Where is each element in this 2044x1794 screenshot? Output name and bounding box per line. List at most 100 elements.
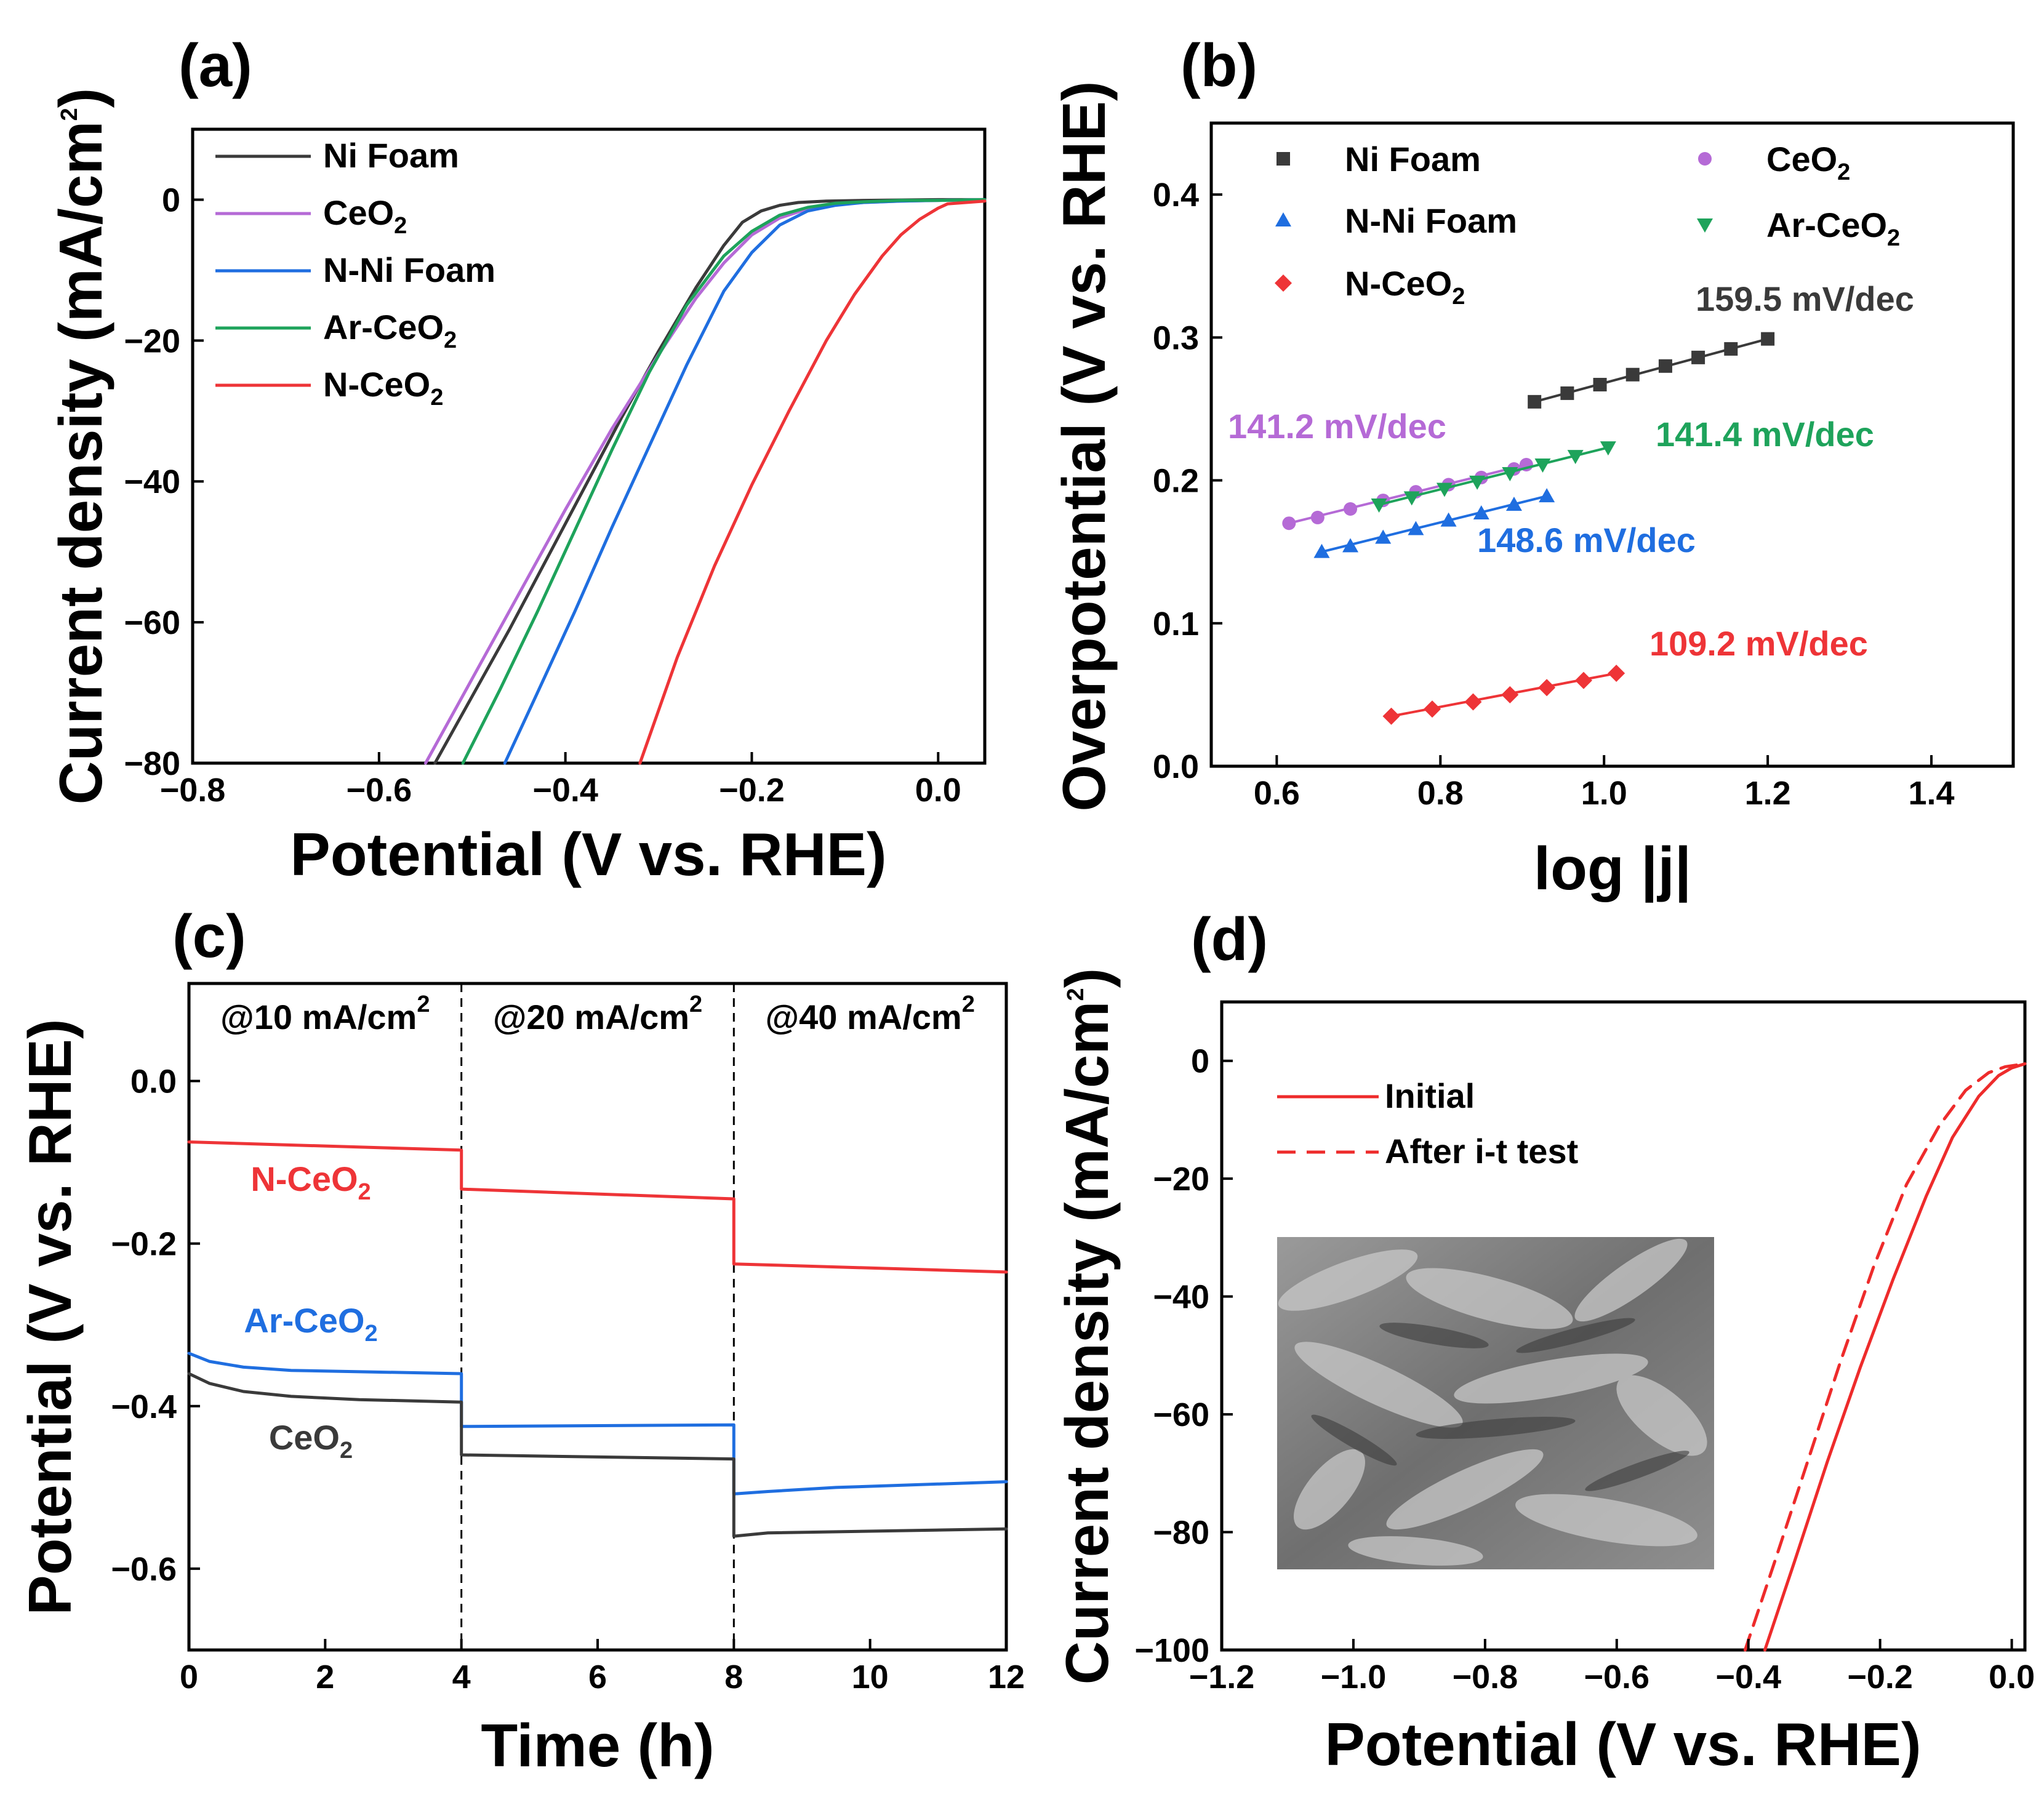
- data-point-n_ni_foam: [1505, 497, 1522, 511]
- x-tick-label: −0.8: [160, 772, 226, 809]
- data-point-ar_ceo2: [1436, 483, 1453, 497]
- panel-a-y-axis-label-sup: 2: [57, 108, 82, 121]
- x-tick-label: −0.6: [1584, 1659, 1649, 1696]
- y-tick-label: −0.6: [111, 1551, 177, 1588]
- legend-label-n_ni_foam-text: N-Ni Foam: [323, 250, 495, 289]
- data-point-ni_foam: [1658, 359, 1672, 373]
- data-point-n_ceo2: [1574, 671, 1592, 689]
- panel-d-legend: Initial After i-t test: [1277, 1076, 1578, 1171]
- legend-label-n_ni_foam-text: N-Ni Foam: [1345, 201, 1517, 240]
- x-tick-label: −1.2: [1189, 1659, 1255, 1696]
- legend-label-ni_foam: Ni Foam: [323, 136, 459, 175]
- segment-label-superscript: 2: [962, 991, 975, 1017]
- y-tick-label: 0: [162, 182, 180, 218]
- tafel-slope-ar_ceo2: 141.4 mV/dec: [1656, 415, 1874, 454]
- panel-a-line-ceo2: [424, 198, 987, 765]
- legend-label-ceo2: CeO2: [323, 193, 407, 239]
- y-tick-label: −60: [124, 604, 180, 641]
- series-label-n_ceo2: N-CeO2: [250, 1159, 371, 1205]
- x-tick-label: 12: [988, 1659, 1025, 1696]
- segment-label: @20 mA/cm2: [493, 991, 702, 1036]
- data-point-ni_foam: [1528, 394, 1542, 409]
- data-point-ceo2: [1344, 502, 1358, 516]
- x-tick-label: 8: [724, 1659, 743, 1696]
- data-point-n_ni_foam: [1473, 505, 1489, 519]
- data-point-n_ni_foam: [1539, 488, 1555, 503]
- legend-label-n_ceo2-text: N-CeO: [323, 365, 430, 404]
- y-tick-label: −20: [124, 322, 180, 359]
- data-point-ni_foam: [1625, 367, 1640, 382]
- legend-label-ni_foam-text: Ni Foam: [1345, 140, 1481, 178]
- x-tick-label: 6: [588, 1659, 607, 1696]
- legend-label-ceo2-subscript: 2: [1837, 159, 1850, 185]
- panel-c-series: [187, 1140, 1008, 1538]
- legend-label-n_ni_foam: N-Ni Foam: [323, 250, 495, 289]
- y-tick-label: 0.4: [1153, 177, 1199, 214]
- panel-c-ticks: 0 2 4 6 8 10 12 0.0 −0.2 −0.4 −0.6: [111, 1063, 1025, 1696]
- data-point-ni_foam: [1593, 377, 1607, 391]
- legend-label-ar_ceo2-subscript: 2: [444, 327, 457, 353]
- panel-b-frame: [1209, 121, 2015, 768]
- x-tick-label: −0.2: [719, 772, 785, 809]
- data-point-ar_ceo2: [1502, 467, 1518, 481]
- data-point-ar_ceo2: [1600, 441, 1616, 456]
- panel-d-frame: [1220, 1000, 2027, 1652]
- legend-label-ni_foam: Ni Foam: [1345, 140, 1481, 178]
- panel-d-x-axis-label: Potential (V vs. RHE): [1325, 1710, 1921, 1778]
- panel-d-line-after: [1743, 1062, 2027, 1652]
- legend-label-ar_ceo2: Ar-CeO2: [1766, 206, 1900, 251]
- panel-b-x-axis-label: log |j|: [1534, 835, 1691, 903]
- legend-label-n_ceo2: N-CeO2: [323, 365, 443, 410]
- panel-d-y-axis-label-sup: 2: [1063, 988, 1089, 1001]
- panel-a-ticks: −0.8 −0.6 −0.4 −0.2 0.0 0 −20 −40 −60 −80: [124, 182, 961, 809]
- data-point-ar_ceo2: [1371, 499, 1387, 513]
- data-point-ar_ceo2: [1567, 450, 1584, 465]
- data-point-n_ni_foam: [1342, 538, 1359, 553]
- panel-c-y-axis-label: Potential (V vs. RHE): [16, 1019, 84, 1615]
- x-tick-label: 10: [852, 1659, 889, 1696]
- data-point-n_ceo2: [1501, 686, 1519, 703]
- legend-label-n_ceo2-subscript: 2: [430, 385, 443, 410]
- panel-c-label: (c): [172, 902, 246, 970]
- panel-a-series: [424, 198, 987, 765]
- y-tick-label: 0: [1191, 1043, 1209, 1080]
- x-tick-label: −0.6: [347, 772, 412, 809]
- legend-label-ar_ceo2-subscript: 2: [1887, 225, 1900, 251]
- y-tick-label: −80: [1153, 1515, 1209, 1552]
- segment-label: @10 mA/cm2: [220, 991, 430, 1036]
- series-label-n_ni_foam-text: Ar-CeO: [244, 1301, 364, 1340]
- legend-label-ceo2-text: CeO: [323, 193, 394, 232]
- data-point-ceo2: [1310, 510, 1325, 524]
- series-label-n_ni_foam-subscript: 2: [364, 1321, 377, 1347]
- legend-label-n_ni_foam: N-Ni Foam: [1345, 201, 1517, 240]
- data-point-n_ni_foam: [1440, 512, 1457, 527]
- segment-label-text: @40 mA/cm: [766, 998, 962, 1036]
- panel-c-line-ni_foam: [187, 1372, 1008, 1538]
- panel-a-y-axis-label-tail: ): [47, 88, 114, 108]
- panel-d-line-initial: [1763, 1062, 2027, 1652]
- data-point-n_ceo2: [1382, 707, 1400, 725]
- y-tick-label: −0.2: [111, 1226, 177, 1263]
- panel-a-line-ni_foam: [433, 198, 987, 765]
- x-tick-label: 2: [316, 1659, 334, 1696]
- data-point-n_ceo2: [1464, 693, 1482, 711]
- legend-marker-n_ceo2: [1275, 274, 1292, 292]
- legend-marker-n_ni_foam: [1275, 212, 1291, 226]
- y-tick-label: −100: [1134, 1632, 1209, 1669]
- data-point-ni_foam: [1724, 342, 1738, 356]
- y-tick-label: 0.2: [1153, 463, 1199, 500]
- tafel-slope-n_ni_foam: 148.6 mV/dec: [1477, 521, 1696, 559]
- segment-label-superscript: 2: [417, 991, 430, 1017]
- x-tick-label: 1.4: [1909, 775, 1955, 812]
- x-tick-label: 0.0: [915, 772, 961, 809]
- data-point-ar_ceo2: [1469, 475, 1486, 490]
- legend-marker-ceo2: [1698, 152, 1712, 166]
- legend-label-ni_foam-text: Ni Foam: [323, 136, 459, 175]
- y-tick-label: −40: [124, 463, 180, 500]
- panel-a-line-ar_ceo2: [461, 198, 987, 765]
- legend-label-after: After i-t test: [1385, 1132, 1578, 1171]
- x-tick-label: −1.0: [1321, 1659, 1387, 1696]
- series-label-n_ceo2-subscript: 2: [358, 1179, 371, 1205]
- data-point-n_ni_foam: [1408, 521, 1424, 535]
